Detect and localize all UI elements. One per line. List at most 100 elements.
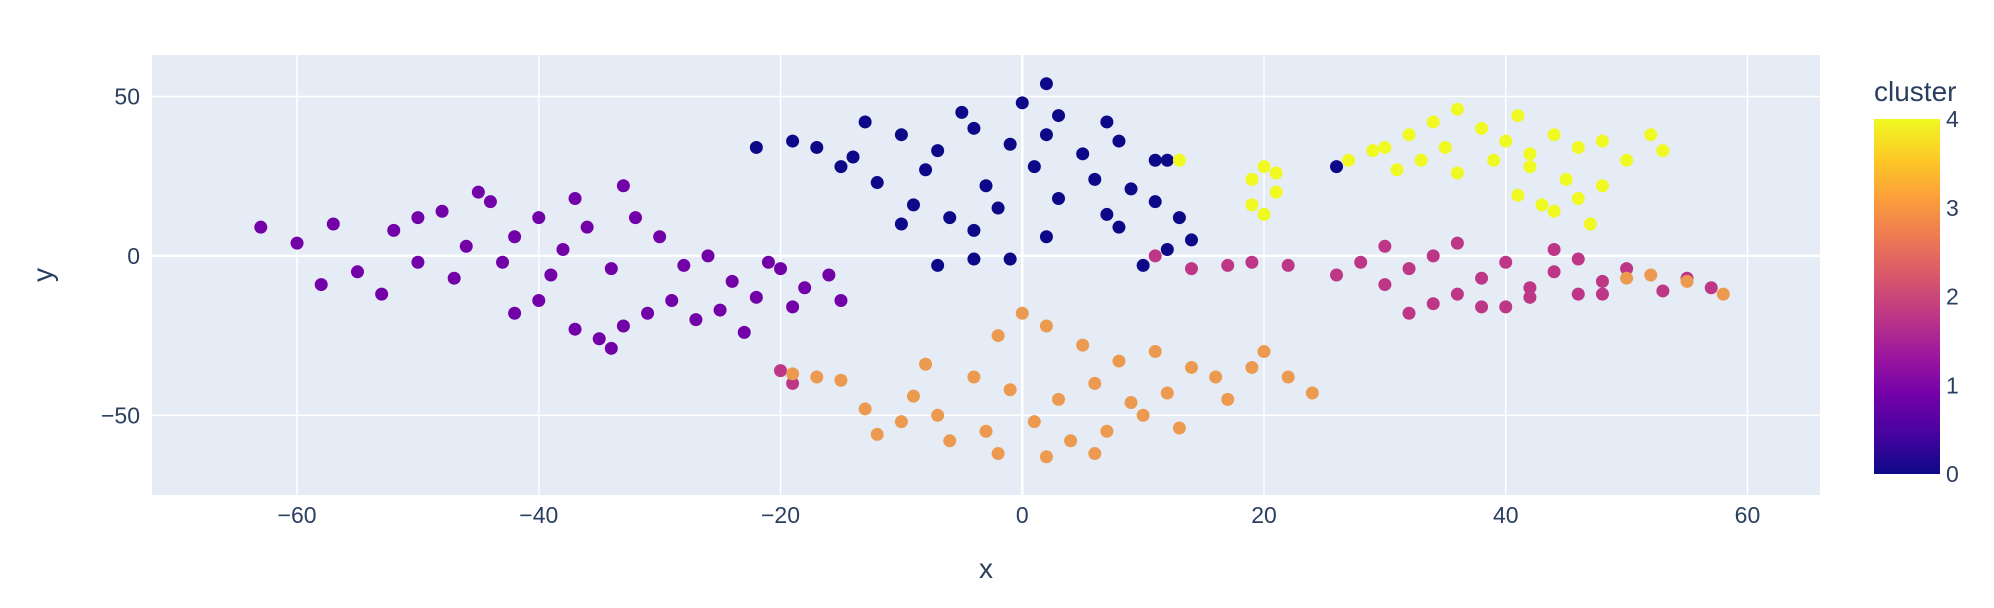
cluster-0-point: [1100, 207, 1114, 221]
cluster-3-point: [1088, 376, 1102, 390]
cluster-0-point: [1027, 160, 1041, 174]
cluster-2-point: [1704, 281, 1718, 295]
cluster-0-point: [1160, 242, 1174, 256]
cluster-4-point: [1559, 172, 1573, 186]
cluster-0-point: [1052, 191, 1066, 205]
cluster-0-point: [931, 144, 945, 158]
cluster-3-point: [810, 370, 824, 384]
cluster-4-point: [1523, 147, 1537, 161]
cluster-3-point: [1039, 319, 1053, 333]
cluster-1-point: [628, 211, 642, 225]
cluster-1-point: [725, 274, 739, 288]
colorbar-gradient: [1874, 119, 1940, 474]
cluster-1-point: [616, 179, 630, 193]
cluster-0-point: [1052, 109, 1066, 123]
y-tick-label: 50: [114, 83, 140, 109]
cluster-1-point: [689, 313, 703, 327]
cluster-1-point: [556, 242, 570, 256]
cluster-3-point: [1052, 392, 1066, 406]
colorbar-tick-label: 1: [1946, 372, 1959, 398]
cluster-0-point: [955, 105, 969, 119]
cluster-0-point: [1076, 147, 1090, 161]
cluster-3-point: [870, 427, 884, 441]
cluster-3-point: [979, 424, 993, 438]
cluster-4-point: [1450, 102, 1464, 116]
cluster-1-point: [508, 306, 522, 320]
cluster-1-point: [677, 258, 691, 272]
colorbar: cluster 0 1 2 3 4: [1874, 76, 1959, 487]
cluster-1-point: [749, 290, 763, 304]
cluster-1-point: [411, 255, 425, 269]
cluster-3-point: [1160, 386, 1174, 400]
cluster-3-point: [1209, 370, 1223, 384]
colorbar-tick-label: 4: [1946, 106, 1959, 132]
x-tick-label: 0: [1016, 502, 1029, 528]
cluster-1-point: [350, 265, 364, 279]
cluster-0-point: [1088, 172, 1102, 186]
cluster-3-point: [1027, 415, 1041, 429]
cluster-3-point: [1184, 360, 1198, 374]
cluster-2-point: [1595, 274, 1609, 288]
cluster-0-point: [810, 140, 824, 154]
cluster-3-point: [1221, 392, 1235, 406]
cluster-1-point: [496, 255, 510, 269]
cluster-2-point: [1426, 297, 1440, 311]
cluster-4-point: [1269, 185, 1283, 199]
colorbar-tick-label: 3: [1946, 195, 1959, 221]
cluster-0-point: [834, 160, 848, 174]
cluster-3-point: [858, 402, 872, 416]
cluster-3-point: [786, 367, 800, 381]
cluster-0-point: [1136, 258, 1150, 272]
cluster-0-point: [749, 140, 763, 154]
cluster-0-point: [919, 163, 933, 177]
colorbar-ticks: 0 1 2 3 4: [1946, 106, 1959, 487]
cluster-1-point: [701, 249, 715, 263]
cluster-0-point: [967, 121, 981, 135]
cluster-0-point: [991, 201, 1005, 215]
cluster-3-point: [1245, 360, 1259, 374]
cluster-1-point: [653, 230, 667, 244]
cluster-2-point: [1571, 287, 1585, 301]
cluster-1-point: [375, 287, 389, 301]
cluster-1-point: [483, 195, 497, 209]
cluster-3-point: [1003, 383, 1017, 397]
cluster-1-point: [459, 239, 473, 253]
x-tick-label: 40: [1493, 502, 1519, 528]
cluster-3-point: [1100, 424, 1114, 438]
cluster-4-point: [1656, 144, 1670, 158]
x-tick-label: −40: [519, 502, 558, 528]
x-axis-ticks: −60 −40 −20 0 20 40 60: [278, 502, 1761, 528]
cluster-0-point: [1330, 160, 1344, 174]
cluster-2-point: [1656, 284, 1670, 298]
cluster-2-point: [1221, 258, 1235, 272]
cluster-4-point: [1475, 121, 1489, 135]
cluster-4-point: [1535, 198, 1549, 212]
cluster-0-point: [894, 128, 908, 142]
cluster-4-point: [1402, 128, 1416, 142]
colorbar-tick-label: 0: [1946, 461, 1959, 487]
cluster-0-point: [894, 217, 908, 231]
cluster-0-point: [846, 150, 860, 164]
colorbar-title: cluster: [1874, 76, 1956, 107]
cluster-3-point: [1015, 306, 1029, 320]
cluster-3-point: [1257, 345, 1271, 359]
cluster-0-point: [1160, 153, 1174, 167]
cluster-0-point: [1039, 128, 1053, 142]
cluster-2-point: [1523, 281, 1537, 295]
cluster-4-point: [1426, 115, 1440, 129]
cluster-2-point: [1620, 262, 1634, 276]
cluster-2-point: [1426, 249, 1440, 263]
cluster-1-point: [532, 294, 546, 308]
cluster-1-point: [568, 191, 582, 205]
cluster-2-point: [1402, 262, 1416, 276]
cluster-4-point: [1438, 140, 1452, 154]
cluster-1-point: [314, 278, 328, 292]
cluster-4-point: [1547, 204, 1561, 218]
cluster-4-point: [1644, 128, 1658, 142]
cluster-1-point: [834, 294, 848, 308]
cluster-0-point: [906, 198, 920, 212]
cluster-4-point: [1571, 191, 1585, 205]
cluster-0-point: [1015, 96, 1029, 110]
cluster-2-point: [1330, 268, 1344, 282]
cluster-0-point: [1148, 195, 1162, 209]
